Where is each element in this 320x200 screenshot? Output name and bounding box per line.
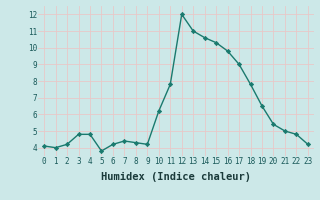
X-axis label: Humidex (Indice chaleur): Humidex (Indice chaleur)	[101, 172, 251, 182]
